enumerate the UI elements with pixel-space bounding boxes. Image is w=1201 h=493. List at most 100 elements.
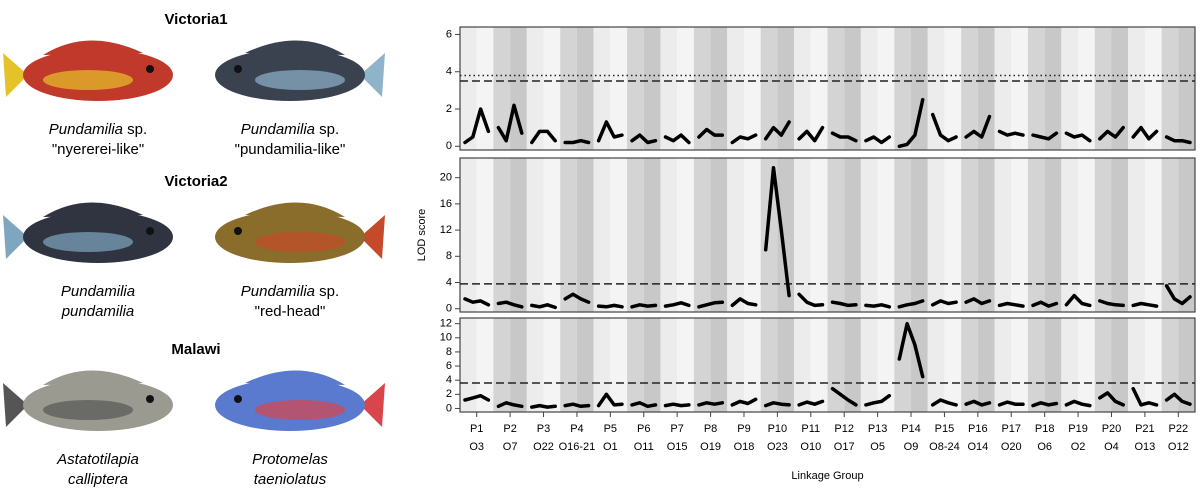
lod-curve — [797, 125, 825, 143]
group-band — [1044, 27, 1062, 150]
caption-line: pundamilia — [61, 303, 135, 320]
fish-tail — [360, 383, 385, 427]
lod-curve — [797, 292, 825, 308]
group-band — [576, 27, 594, 150]
lod-curve — [997, 301, 1025, 308]
lod-curve — [930, 112, 958, 143]
fish-stripe — [43, 400, 133, 420]
fish-photo — [215, 202, 385, 263]
group-band — [877, 318, 895, 412]
caption-italic: Pundamilia — [241, 283, 315, 300]
caption-second: "nyererei-like" — [52, 141, 144, 158]
group-band — [1061, 158, 1079, 312]
group-band — [476, 318, 494, 412]
group-band — [1144, 318, 1162, 412]
caption-line: Pundamilia sp. — [241, 283, 339, 300]
caption-second: "red-head" — [255, 303, 326, 320]
x-tick-label: P10 — [768, 423, 788, 435]
lod-curve — [964, 114, 992, 139]
fish-eye — [234, 227, 242, 235]
lod-curve — [630, 401, 658, 409]
group-band — [877, 27, 895, 150]
group-band — [593, 158, 611, 312]
group-band — [460, 318, 477, 412]
caption-plain: sp. — [315, 121, 339, 138]
x-tick-label-2: O4 — [1104, 441, 1119, 453]
group-band — [994, 158, 1012, 312]
panel-frame — [459, 26, 1196, 151]
lod-curve — [463, 107, 491, 145]
lod-curve — [530, 303, 557, 310]
x-tick-label-2: O3 — [469, 441, 484, 453]
x-tick-label: P19 — [1068, 423, 1088, 435]
fish-photo — [3, 370, 173, 431]
caption-line: Astatotilapia — [56, 451, 139, 468]
fish-photo — [215, 370, 385, 431]
group-band — [1161, 158, 1179, 312]
y-tick-label: 12 — [440, 318, 452, 330]
group-band — [476, 158, 494, 312]
lod-curve — [563, 402, 591, 409]
x-tick-label-2: O17 — [834, 441, 855, 453]
y-tick-label: 20 — [440, 172, 452, 184]
group-band — [1044, 158, 1062, 312]
lod-curve — [596, 120, 624, 143]
lod-curve — [1131, 386, 1159, 407]
x-tick-label-2: O7 — [503, 441, 518, 453]
x-tick-label: P4 — [570, 423, 583, 435]
x-tick-label: P5 — [604, 423, 617, 435]
group-band — [827, 158, 845, 312]
caption-line: taeniolatus — [254, 471, 327, 488]
group-band — [1178, 318, 1195, 412]
y-tick-label: 4 — [446, 276, 452, 288]
lod-curve — [1164, 392, 1192, 406]
panel-frame — [459, 317, 1196, 413]
group-band — [677, 27, 694, 150]
fish-photo — [3, 40, 173, 101]
lod-curve — [1031, 401, 1059, 408]
group-band — [844, 158, 861, 312]
fish-tail — [3, 53, 28, 97]
lod-curve — [663, 301, 691, 308]
fish-stripe — [43, 70, 133, 90]
fish-tail — [360, 53, 385, 97]
group-band — [1061, 27, 1079, 150]
group-band — [1011, 27, 1028, 150]
lod-curve — [1131, 301, 1159, 308]
group-band — [526, 158, 544, 312]
lod-curve — [1131, 125, 1159, 141]
lod-curve — [663, 402, 691, 408]
y-tick-label: 2 — [446, 388, 452, 400]
group-band — [493, 158, 511, 312]
fish-tail — [360, 215, 385, 259]
lod-curve — [697, 127, 725, 139]
group-band — [1178, 158, 1195, 312]
x-tick-label-2: O14 — [967, 441, 988, 453]
group-band — [1161, 318, 1179, 412]
lod-curve — [1098, 125, 1125, 141]
lod-curve — [964, 297, 992, 306]
lod-curve — [897, 321, 925, 379]
group-band — [543, 318, 561, 412]
group-band — [1011, 318, 1028, 412]
group-band — [911, 27, 928, 150]
group-band — [1044, 318, 1062, 412]
group-band — [627, 158, 644, 312]
group-band — [1161, 27, 1179, 150]
x-tick-label-2: O5 — [870, 441, 885, 453]
caption-second: "pundamilia-like" — [235, 141, 346, 158]
group-band — [961, 158, 978, 312]
group-band — [660, 158, 678, 312]
group-band — [1111, 27, 1129, 150]
lod-curve — [1064, 399, 1092, 408]
caption-italic: Pundamilia — [49, 121, 123, 138]
x-tick-label-2: O6 — [1037, 441, 1052, 453]
x-tick-label: P15 — [935, 423, 955, 435]
group-title: Malawi — [171, 341, 220, 358]
group-band — [810, 158, 828, 312]
x-axis-label: Linkage Group — [791, 470, 863, 482]
group-band — [760, 318, 778, 412]
fish-photo — [3, 202, 173, 263]
y-axis-label: LOD score — [416, 209, 428, 262]
